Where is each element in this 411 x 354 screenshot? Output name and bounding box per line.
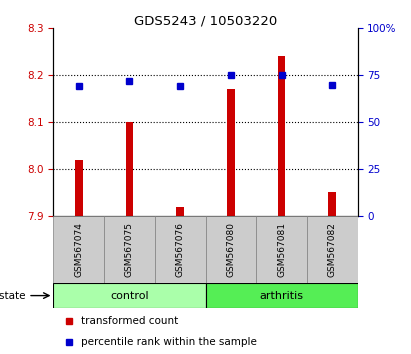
Text: GSM567074: GSM567074 xyxy=(74,222,83,277)
Bar xyxy=(104,216,155,283)
Text: GSM567076: GSM567076 xyxy=(175,222,185,277)
Text: arthritis: arthritis xyxy=(259,291,304,301)
Bar xyxy=(126,122,133,216)
Text: GSM567082: GSM567082 xyxy=(328,222,337,277)
Title: GDS5243 / 10503220: GDS5243 / 10503220 xyxy=(134,14,277,27)
Bar xyxy=(75,160,83,216)
Bar xyxy=(53,283,206,308)
Text: GSM567080: GSM567080 xyxy=(226,222,236,277)
Bar xyxy=(53,216,104,283)
Text: GSM567081: GSM567081 xyxy=(277,222,286,277)
Bar xyxy=(155,216,206,283)
Text: disease state: disease state xyxy=(0,291,25,301)
Bar xyxy=(206,283,358,308)
Bar xyxy=(176,206,184,216)
Bar xyxy=(307,216,358,283)
Bar xyxy=(227,89,235,216)
Bar xyxy=(278,56,285,216)
Text: control: control xyxy=(110,291,149,301)
Text: transformed count: transformed count xyxy=(81,316,178,326)
Bar xyxy=(328,193,336,216)
Text: percentile rank within the sample: percentile rank within the sample xyxy=(81,337,257,348)
Bar xyxy=(206,216,256,283)
Text: GSM567075: GSM567075 xyxy=(125,222,134,277)
Bar xyxy=(256,216,307,283)
